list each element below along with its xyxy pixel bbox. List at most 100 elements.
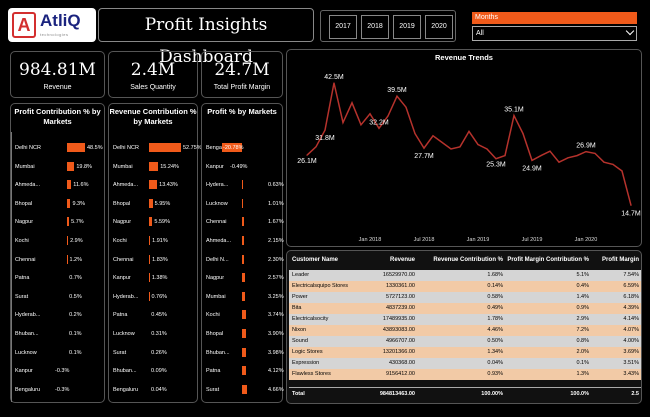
- revenue-point[interactable]: [603, 161, 605, 163]
- revenue-point[interactable]: [351, 102, 353, 104]
- revenue-contribution-market-label: Chennai: [113, 256, 134, 263]
- revenue-point[interactable]: [621, 170, 623, 172]
- table-row[interactable]: Electricalsocity 17489935.00 1.78% 2.9% 4.14…: [289, 314, 641, 325]
- profit-contribution-market-label: Kanpur: [15, 368, 33, 375]
- table-row[interactable]: Leader 16529970.00 1.68% 5.1% 7.54%: [289, 270, 641, 281]
- revenue-point[interactable]: [612, 163, 614, 165]
- profit-contribution-bar: [67, 143, 85, 152]
- revenue-point[interactable]: [324, 129, 326, 131]
- table-cell: 6.59%: [623, 283, 639, 289]
- table-cell: 4.14%: [623, 316, 639, 322]
- revenue-point[interactable]: [576, 155, 578, 157]
- revenue-point[interactable]: [558, 161, 560, 163]
- profit-pct-value: 1.01%: [268, 200, 284, 207]
- profit-pct-market-label: Surat: [206, 386, 220, 393]
- year-slicer: 2017 2018 2019 2020: [320, 10, 456, 42]
- revenue-point[interactable]: [513, 114, 515, 117]
- revenue-point[interactable]: [567, 157, 569, 159]
- table-cell: 1.78%: [487, 316, 503, 322]
- profit-contribution-market-label: Bengaluru: [15, 386, 41, 393]
- table-cell: 2.0%: [576, 349, 589, 355]
- table-cell: 430368.00: [389, 360, 415, 366]
- table-cell: Sound: [292, 338, 308, 344]
- revenue-trends-title: Revenue Trends: [435, 53, 493, 62]
- revenue-point[interactable]: [396, 95, 398, 97]
- revenue-point[interactable]: [450, 148, 452, 150]
- profit-pct-value: 3.90%: [268, 331, 284, 337]
- revenue-point[interactable]: [369, 113, 371, 115]
- year-button-2020[interactable]: 2020: [425, 15, 453, 39]
- kpi-revenue-value: 984.81M: [19, 60, 96, 80]
- revenue-contribution-bar: [149, 198, 153, 208]
- table-row[interactable]: Power 5727123.00 0.58% 1.4% 6.18%: [289, 292, 641, 303]
- revenue-point[interactable]: [495, 158, 497, 160]
- table-total-row[interactable]: Total 984813463.00 100.00% 100.0% 2.5: [289, 389, 641, 400]
- profit-contribution-value: 0.1%: [69, 331, 82, 337]
- year-button-2017[interactable]: 2017: [329, 15, 357, 39]
- revenue-contribution-value: 13.43%: [159, 182, 178, 189]
- revenue-point[interactable]: [432, 135, 434, 137]
- page-title: Profit Insights Dashboard: [98, 8, 314, 67]
- revenue-contribution-value: 0.09%: [151, 368, 167, 375]
- revenue-contribution-bar: [149, 180, 158, 190]
- table-row[interactable]: Expression 430368.00 0.04% 0.1% 3.51%: [289, 358, 641, 369]
- revenue-point[interactable]: [387, 115, 389, 117]
- year-button-2019[interactable]: 2019: [393, 15, 421, 39]
- table-row[interactable]: Nixon 43893083.00 4.46% 7.2% 4.07%: [289, 325, 641, 336]
- table-row[interactable]: Electricalsquipo Stores 1330361.00 0.14% 0.…: [289, 281, 641, 292]
- revenue-point[interactable]: [315, 146, 317, 148]
- revenue-point[interactable]: [342, 122, 344, 124]
- x-axis-tick-label: Jul 2019: [522, 237, 543, 243]
- table-cell: 1330361.00: [385, 283, 415, 289]
- profit-contribution-value: 0.7%: [69, 275, 82, 282]
- table-row[interactable]: Bita 4837239.00 0.49% 0.9% 4.39%: [289, 303, 641, 314]
- profit-contribution-value: 19.8%: [76, 163, 92, 170]
- revenue-point[interactable]: [504, 155, 506, 157]
- revenue-point[interactable]: [549, 150, 551, 152]
- atliq-logo: A AtliQ technologies: [8, 8, 96, 42]
- revenue-contribution-value: 1.91%: [152, 238, 168, 244]
- revenue-point[interactable]: [441, 141, 443, 143]
- revenue-data-label: 24.9M: [522, 165, 542, 172]
- table-row[interactable]: Flawless Stores 9156412.00 0.93% 1.3% 3.43%: [289, 369, 641, 380]
- profit-contribution-value: 0.5%: [69, 293, 82, 300]
- revenue-contribution-market-label: Bengaluru: [113, 386, 139, 393]
- revenue-point[interactable]: [522, 133, 524, 135]
- revenue-data-label: 26.9M: [576, 143, 596, 150]
- kpi-sales-quantity-label: Sales Quantity: [130, 84, 176, 91]
- revenue-point[interactable]: [585, 151, 587, 153]
- revenue-point[interactable]: [360, 124, 362, 126]
- revenue-point[interactable]: [531, 159, 533, 162]
- table-row[interactable]: Sound 4966707.00 0.50% 0.8% 4.00%: [289, 336, 641, 347]
- revenue-point[interactable]: [468, 130, 470, 132]
- revenue-point[interactable]: [459, 146, 461, 148]
- revenue-point[interactable]: [405, 106, 407, 108]
- revenue-contribution-market-label: Delhi NCR: [113, 145, 139, 151]
- table-cell: 0.04%: [487, 360, 503, 366]
- months-dropdown[interactable]: All: [472, 26, 637, 41]
- revenue-point[interactable]: [306, 154, 308, 156]
- profit-contribution-value: 2.9%: [70, 238, 83, 244]
- profit-pct-value: 2.30%: [268, 256, 284, 263]
- table-cell: 1.68%: [487, 272, 503, 278]
- table-cell: Expression: [292, 360, 320, 366]
- revenue-contribution-market-label: Bhopal: [113, 200, 131, 207]
- profit-contribution-market-label: Bhuban...: [15, 331, 39, 337]
- table-cell: 7.2%: [576, 327, 589, 333]
- revenue-contribution-bar: [149, 254, 151, 264]
- table-cell: 3.69%: [623, 349, 639, 355]
- revenue-contribution-value: 0.26%: [151, 349, 167, 356]
- revenue-point[interactable]: [414, 133, 416, 135]
- year-button-2018[interactable]: 2018: [361, 15, 389, 39]
- revenue-point[interactable]: [630, 204, 632, 206]
- table-row[interactable]: Logic Stores 13201366.00 1.34% 2.0% 3.69%: [289, 347, 641, 358]
- revenue-point[interactable]: [378, 127, 380, 129]
- revenue-point[interactable]: [333, 82, 335, 84]
- kpi-profit-margin-value: 24.7M: [214, 60, 270, 80]
- revenue-point[interactable]: [594, 152, 596, 154]
- revenue-point[interactable]: [540, 155, 542, 157]
- revenue-point[interactable]: [486, 148, 488, 150]
- revenue-contribution-market-label: Kanpur: [113, 275, 131, 282]
- revenue-point[interactable]: [477, 144, 479, 146]
- revenue-point[interactable]: [423, 147, 425, 149]
